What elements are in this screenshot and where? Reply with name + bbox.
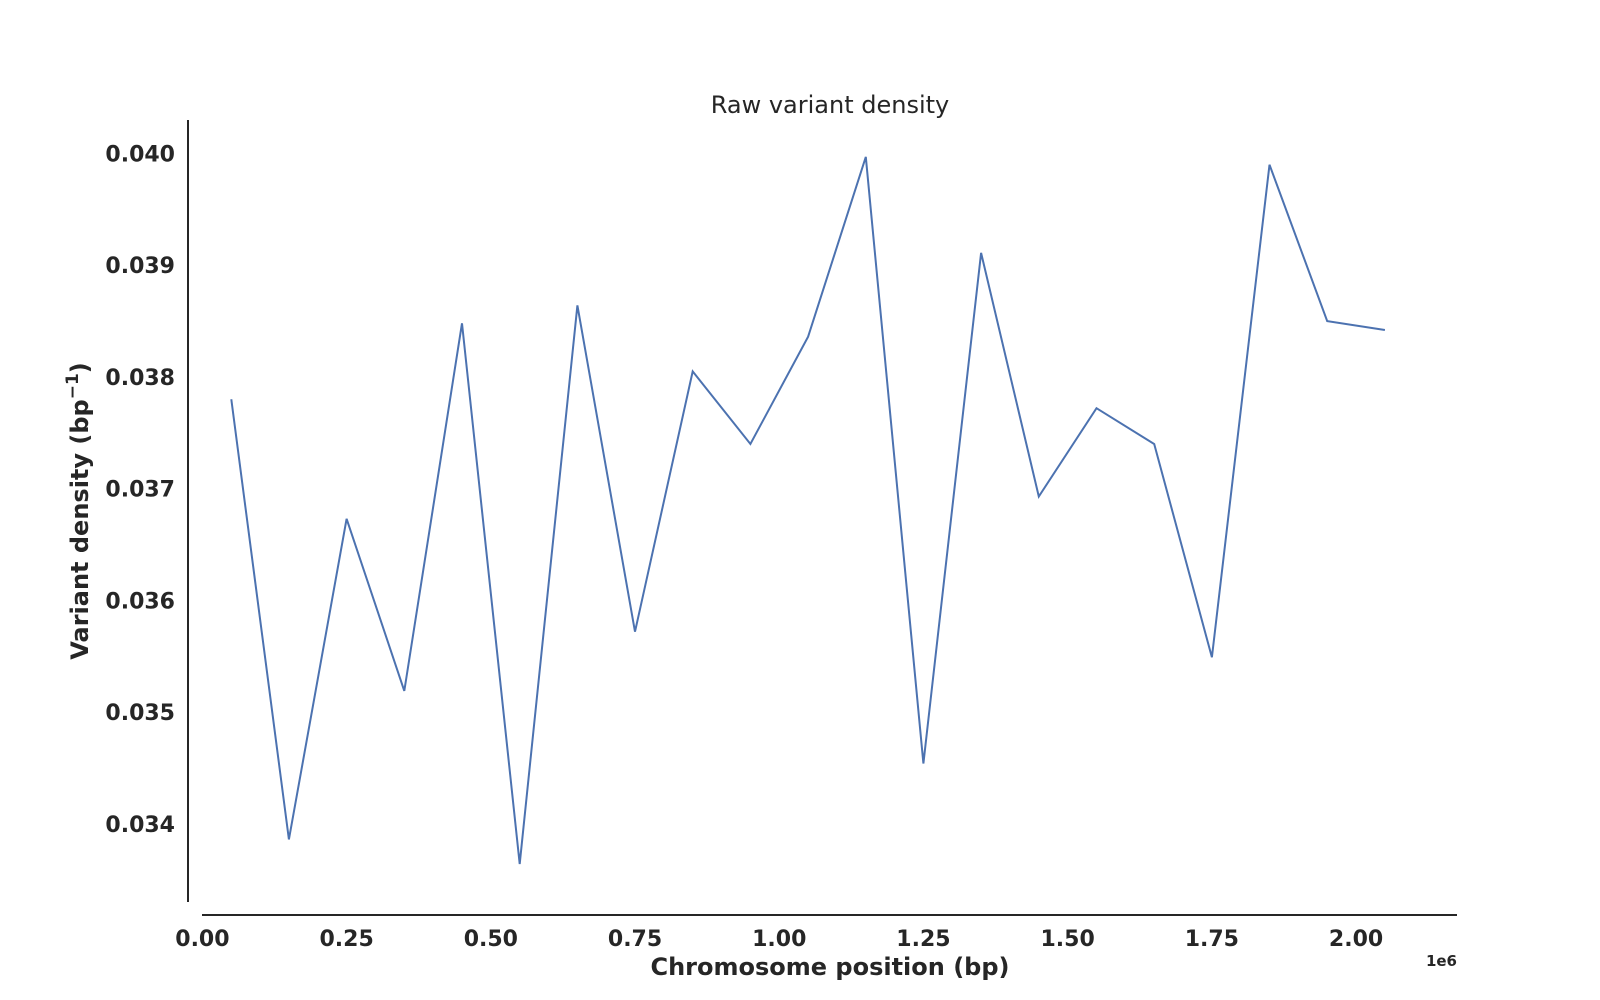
series-line <box>230 156 1386 865</box>
y-tick-label: 0.035 <box>105 701 175 726</box>
x-tick-label: 0.75 <box>608 927 662 952</box>
y-tick-label: 0.040 <box>105 143 175 168</box>
y-tick-label: 0.038 <box>105 366 175 391</box>
x-axis-label: Chromosome position (bp) <box>650 953 1009 981</box>
chart-title: Raw variant density <box>711 91 950 119</box>
y-axis-label-superscript: −1 <box>63 373 83 399</box>
x-tick-label: 1.75 <box>1185 927 1239 952</box>
x-tick-labels: 0.00 0.25 0.50 0.75 1.00 1.25 1.50 1.75 2.00 <box>175 927 1383 952</box>
y-axis-label-main: Variant density (bp <box>66 399 94 659</box>
y-tick-label: 0.037 <box>105 478 175 503</box>
x-tick-label: 1.25 <box>896 927 950 952</box>
y-tick-labels: 0.034 0.035 0.036 0.037 0.038 0.039 0.040 <box>105 143 175 838</box>
x-tick-label: 2.00 <box>1329 927 1383 952</box>
x-tick-label: 0.25 <box>319 927 373 952</box>
series-group <box>230 156 1386 865</box>
y-axis-label: Variant density (bp−1) <box>63 362 94 660</box>
x-tick-label: 1.00 <box>752 927 806 952</box>
x-tick-label: 0.00 <box>175 927 229 952</box>
y-axis-label-close: ) <box>66 362 94 373</box>
y-tick-label: 0.034 <box>105 813 175 838</box>
x-tick-label: 0.50 <box>464 927 518 952</box>
x-axis-offset-label: 1e6 <box>1426 952 1457 970</box>
y-tick-label: 0.036 <box>105 589 175 614</box>
y-tick-label: 0.039 <box>105 254 175 279</box>
x-tick-label: 1.50 <box>1041 927 1095 952</box>
